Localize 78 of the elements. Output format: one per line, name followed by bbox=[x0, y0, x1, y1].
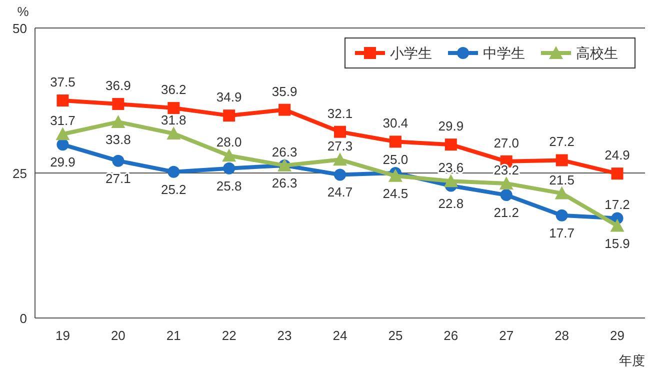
legend-label: 中学生 bbox=[483, 45, 525, 61]
data-label: 36.9 bbox=[106, 78, 131, 93]
y-tick-label: 0 bbox=[20, 311, 27, 326]
data-label: 36.2 bbox=[160, 82, 186, 98]
data-label: 17.2 bbox=[604, 197, 630, 212]
x-tick-label: 24 bbox=[332, 328, 348, 343]
data-label: 17.7 bbox=[549, 225, 574, 240]
point bbox=[556, 154, 568, 166]
point bbox=[168, 102, 180, 114]
x-tick-label: 29 bbox=[610, 328, 625, 343]
point bbox=[556, 209, 568, 222]
point bbox=[56, 138, 69, 151]
data-label: 27.2 bbox=[549, 134, 574, 150]
data-label: 27.0 bbox=[494, 135, 520, 150]
point bbox=[334, 126, 346, 138]
x-axis-title: 年度 bbox=[619, 353, 645, 368]
point bbox=[334, 168, 346, 181]
data-label: 24.5 bbox=[382, 186, 408, 201]
data-label: 31.8 bbox=[160, 112, 186, 128]
data-label: 31.7 bbox=[50, 113, 76, 128]
data-label: 35.9 bbox=[272, 84, 298, 99]
data-label: 23.6 bbox=[438, 160, 464, 176]
point bbox=[388, 168, 402, 182]
point bbox=[111, 114, 126, 128]
data-label: 37.5 bbox=[50, 74, 76, 90]
y-tick-label: 50 bbox=[12, 21, 27, 36]
point bbox=[112, 98, 124, 110]
data-label: 32.1 bbox=[327, 106, 353, 121]
data-label: 25.8 bbox=[216, 178, 242, 194]
point bbox=[554, 186, 569, 200]
point bbox=[389, 136, 402, 148]
data-label: 28.0 bbox=[216, 134, 242, 150]
x-tick-label: 23 bbox=[277, 328, 292, 343]
data-label: 25.2 bbox=[160, 182, 186, 197]
point bbox=[611, 168, 624, 180]
data-label: 21.5 bbox=[549, 172, 574, 188]
data-label: 25.0 bbox=[382, 152, 408, 167]
point bbox=[610, 218, 624, 232]
data-label: 29.9 bbox=[50, 154, 76, 170]
point bbox=[223, 162, 236, 174]
point bbox=[112, 154, 124, 167]
data-label: 30.4 bbox=[382, 116, 408, 131]
data-label: 33.8 bbox=[106, 132, 131, 147]
data-label: 26.3 bbox=[272, 144, 298, 160]
data-label: 27.3 bbox=[327, 138, 353, 154]
x-tick-label: 26 bbox=[444, 328, 458, 343]
data-label: 22.8 bbox=[438, 196, 464, 211]
point bbox=[56, 127, 70, 140]
point bbox=[499, 176, 514, 190]
x-tick-label: 28 bbox=[554, 328, 570, 343]
x-tick-label: 27 bbox=[499, 328, 514, 343]
data-label: 29.9 bbox=[438, 118, 464, 134]
y-axis-title: % bbox=[17, 4, 30, 19]
data-label: 27.1 bbox=[106, 170, 131, 186]
data-label: 26.3 bbox=[272, 175, 298, 190]
point bbox=[500, 189, 512, 202]
point bbox=[223, 110, 236, 122]
x-tick-label: 19 bbox=[55, 328, 70, 343]
point bbox=[444, 174, 458, 188]
data-label: 21.2 bbox=[494, 205, 520, 220]
legend-label: 高校生 bbox=[576, 45, 618, 61]
data-label: 15.9 bbox=[604, 236, 630, 251]
data-label: 34.9 bbox=[216, 90, 242, 105]
point bbox=[444, 138, 457, 151]
x-tick-label: 21 bbox=[166, 328, 181, 343]
point bbox=[56, 94, 69, 106]
point bbox=[333, 152, 347, 166]
x-tick-label: 22 bbox=[222, 328, 236, 343]
data-label: 24.7 bbox=[327, 184, 353, 200]
point bbox=[222, 148, 236, 162]
point bbox=[168, 166, 180, 178]
y-tick-label: 25 bbox=[12, 166, 27, 181]
x-tick-label: 25 bbox=[388, 328, 403, 343]
point bbox=[166, 126, 181, 140]
data-label: 24.9 bbox=[604, 148, 630, 163]
legend-label: 小学生 bbox=[390, 45, 432, 61]
x-tick-label: 20 bbox=[110, 328, 126, 343]
point bbox=[278, 104, 291, 116]
